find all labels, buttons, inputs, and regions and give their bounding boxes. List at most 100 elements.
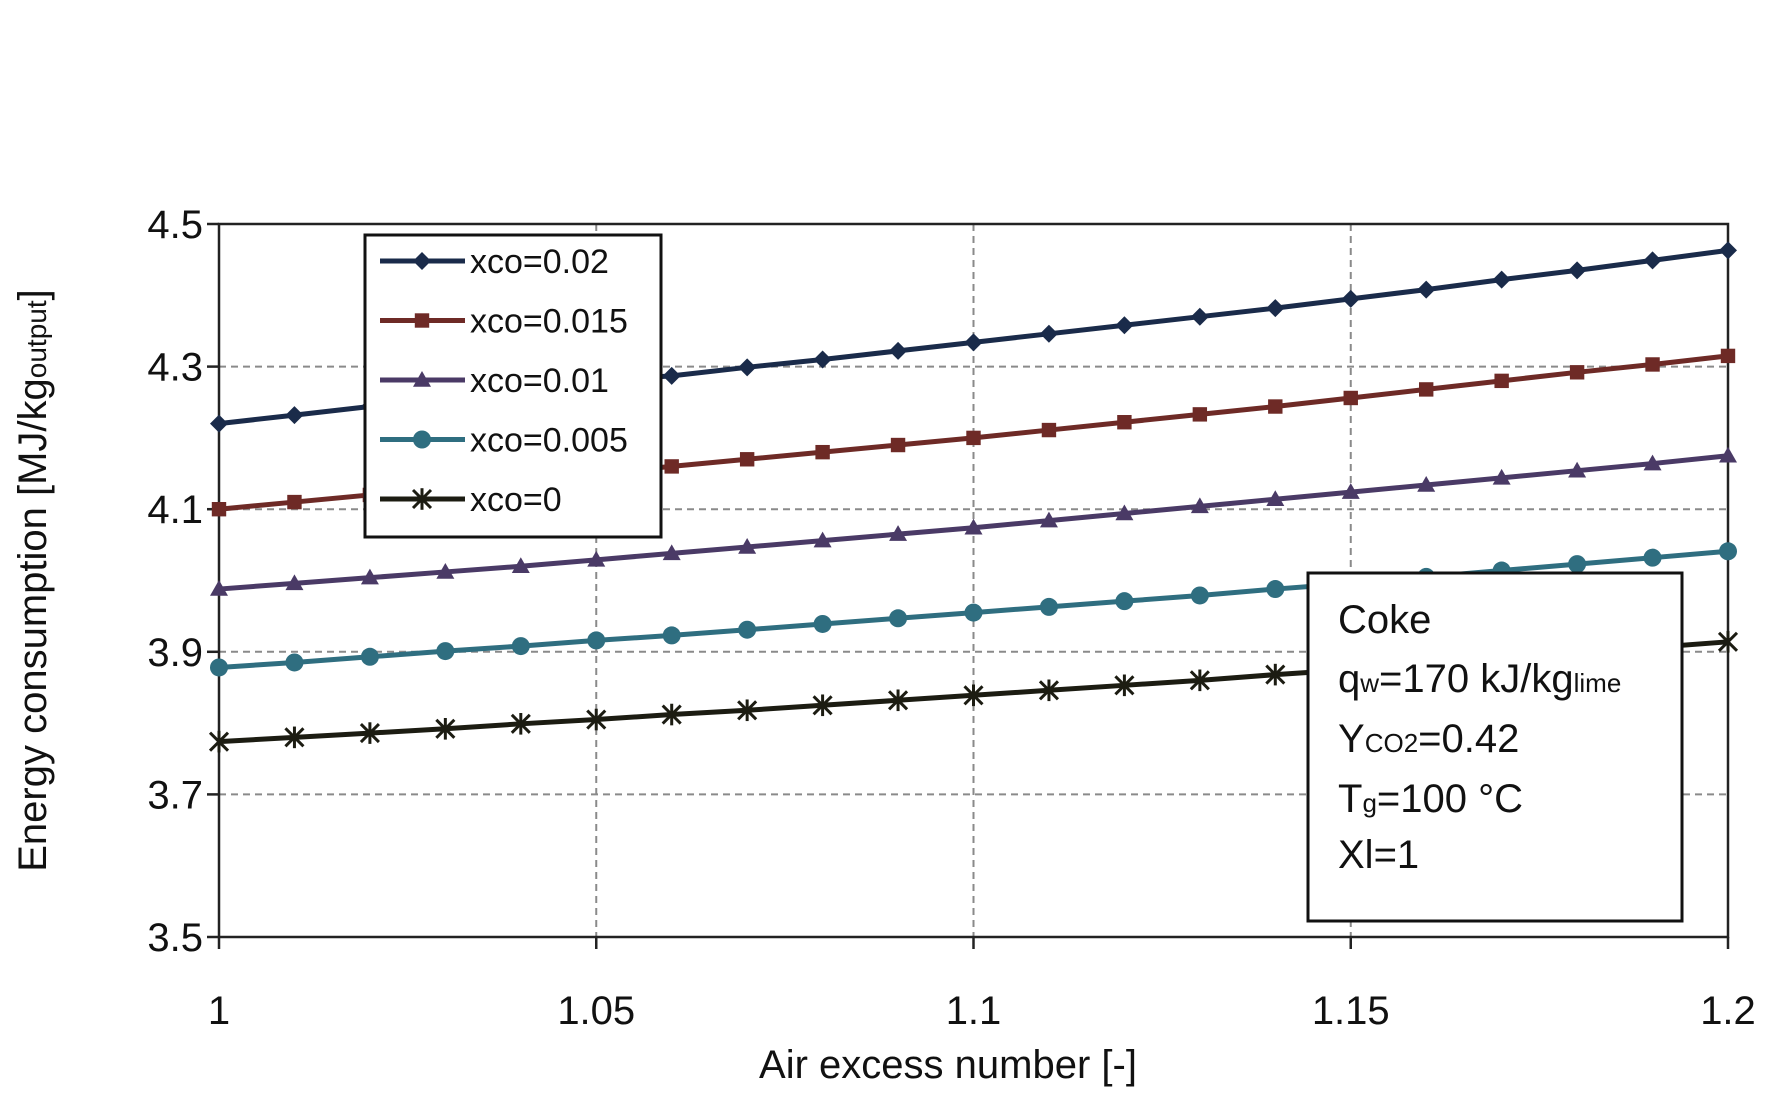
data-point bbox=[966, 430, 981, 446]
y-axis-title: Energy consumption [MJ/kgoutput] bbox=[11, 289, 55, 872]
data-point bbox=[1568, 261, 1587, 280]
annotation-heat-loss-symbol: q bbox=[1338, 657, 1360, 701]
x-axis-title: Air excess number [-] bbox=[759, 1043, 1137, 1087]
legend-swatch-marker bbox=[413, 252, 431, 270]
data-point bbox=[1266, 580, 1285, 599]
data-point bbox=[889, 525, 908, 541]
annotation-gas-temperature-sub: g bbox=[1362, 788, 1376, 818]
data-point bbox=[1643, 251, 1662, 270]
y-tick-label: 4.3 bbox=[147, 346, 203, 390]
data-point bbox=[890, 437, 906, 453]
annotation-gas-temperature-value: =100 °C bbox=[1377, 777, 1523, 821]
data-point bbox=[1114, 674, 1135, 697]
data-point bbox=[1717, 631, 1739, 653]
data-point bbox=[1417, 475, 1436, 492]
legend-label: xco=0.005 bbox=[470, 422, 628, 460]
annotation-conversion: Xl=1 bbox=[1338, 833, 1419, 877]
data-point bbox=[1190, 497, 1209, 514]
y-tick-label: 4.5 bbox=[147, 203, 203, 247]
data-point bbox=[1117, 415, 1132, 430]
legend-item: xco=0.01 bbox=[380, 362, 609, 400]
data-point bbox=[287, 494, 302, 510]
data-point bbox=[587, 631, 606, 650]
data-point bbox=[738, 620, 757, 639]
x-tick-label: 1.2 bbox=[1700, 989, 1756, 1033]
data-point bbox=[738, 358, 757, 377]
annotation-heat-loss-unit-sub: lime bbox=[1574, 668, 1622, 698]
legend-label: xco=0.01 bbox=[470, 362, 609, 400]
data-point bbox=[813, 350, 832, 369]
data-point bbox=[1039, 511, 1058, 528]
data-point bbox=[1039, 324, 1058, 343]
data-point bbox=[737, 699, 758, 722]
axis-ticks: 3.5 3.7 3.9 4.1 4.3 4.5 1 1.05 1.1 1.15 1.2 bbox=[147, 203, 1755, 1033]
data-point bbox=[587, 550, 606, 567]
series-3 bbox=[210, 446, 1737, 596]
annotation-heat-loss-sub: w bbox=[1359, 668, 1379, 698]
data-point bbox=[1492, 270, 1511, 289]
data-point bbox=[1568, 555, 1587, 574]
data-point bbox=[360, 647, 379, 666]
data-point bbox=[1568, 461, 1587, 478]
y-axis-title-main: Energy consumption [MJ/kg bbox=[11, 378, 55, 872]
data-point bbox=[889, 341, 908, 360]
data-point bbox=[436, 562, 455, 579]
annotation-frame bbox=[1306, 571, 1684, 923]
data-point bbox=[1492, 468, 1511, 485]
y-tick-label: 3.5 bbox=[147, 916, 203, 960]
y-tick-label: 4.1 bbox=[147, 488, 203, 532]
legend-swatch-marker bbox=[414, 313, 430, 328]
data-point bbox=[662, 366, 681, 385]
data-point bbox=[964, 333, 983, 352]
data-point bbox=[813, 531, 832, 548]
annotation-heat-loss-value: =170 kJ/kg bbox=[1379, 657, 1574, 701]
data-point bbox=[1643, 548, 1662, 567]
data-point bbox=[1719, 446, 1737, 463]
data-point bbox=[738, 537, 757, 554]
data-point bbox=[511, 637, 530, 656]
data-point bbox=[1341, 289, 1360, 308]
legend: xco=0.02 xco=0.015 xco=0.01 xco=0.005 xco=0 bbox=[363, 233, 663, 539]
data-point bbox=[1645, 357, 1660, 372]
data-point bbox=[1720, 348, 1736, 364]
data-point bbox=[1038, 679, 1060, 702]
data-point bbox=[284, 726, 305, 749]
data-point bbox=[1643, 454, 1662, 471]
data-point bbox=[1190, 307, 1209, 326]
y-axis-title-sub: output bbox=[21, 300, 52, 378]
data-point bbox=[285, 574, 304, 591]
x-tick-label: 1.1 bbox=[946, 989, 1002, 1033]
y-axis-title-tail: ] bbox=[11, 289, 55, 300]
data-point bbox=[359, 722, 380, 744]
data-point bbox=[964, 603, 983, 622]
data-point bbox=[1341, 483, 1360, 499]
legend-item: xco=0.015 bbox=[380, 303, 628, 341]
annotation-co2-sub: CO2 bbox=[1365, 728, 1418, 758]
annotation-co2: YCO2=0.42 bbox=[1338, 717, 1519, 761]
legend-items: xco=0.02 xco=0.015 xco=0.01 xco=0.005 xco=0 bbox=[380, 243, 628, 519]
data-point bbox=[1569, 365, 1585, 380]
data-point bbox=[662, 626, 681, 645]
data-point bbox=[1419, 382, 1434, 397]
data-point bbox=[1266, 490, 1285, 506]
legend-item: xco=0.005 bbox=[380, 422, 628, 460]
data-point bbox=[510, 713, 531, 735]
x-tick-label: 1 bbox=[208, 989, 230, 1033]
data-point bbox=[1115, 316, 1134, 335]
data-point bbox=[211, 502, 227, 517]
legend-label: xco=0 bbox=[470, 481, 562, 519]
annotation-fuel: Coke bbox=[1338, 598, 1431, 642]
data-point bbox=[1343, 390, 1358, 406]
data-point bbox=[812, 694, 833, 717]
annotation-gas-temperature-symbol: T bbox=[1338, 777, 1362, 821]
data-point bbox=[1719, 542, 1737, 561]
data-point bbox=[1041, 422, 1057, 438]
data-point bbox=[1268, 399, 1283, 414]
annotation-heat-loss: qw=170 kJ/kglime bbox=[1338, 657, 1621, 701]
data-point bbox=[511, 557, 530, 573]
data-point bbox=[889, 609, 908, 628]
annotation-box: Coke qw=170 kJ/kglime YCO2=0.42 Tg=100 °… bbox=[1306, 571, 1684, 923]
data-point bbox=[739, 452, 755, 467]
data-point bbox=[586, 708, 607, 731]
